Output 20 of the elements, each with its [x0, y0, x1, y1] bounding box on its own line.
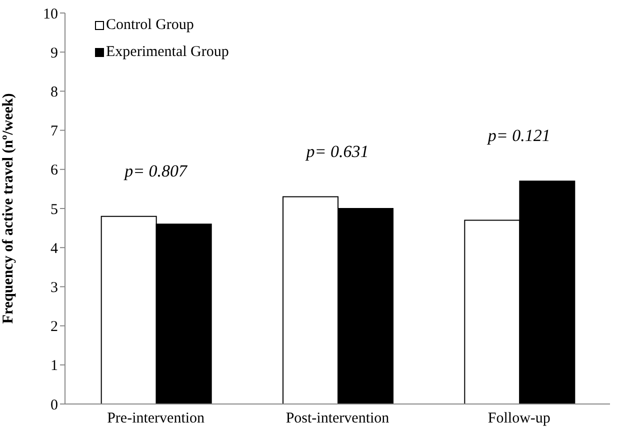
y-tick-label: 3 — [50, 280, 58, 296]
legend-label: Experimental Group — [106, 43, 229, 62]
annotation: p= 0.807 — [124, 161, 189, 180]
x-tick-label: Post-intervention — [286, 410, 390, 427]
y-tick-label: 6 — [50, 162, 58, 179]
y-tick-label: 8 — [50, 84, 58, 101]
y-tick-label: 9 — [50, 45, 58, 62]
y-tick-label: 10 — [43, 6, 58, 22]
y-tick-label: 5 — [50, 202, 58, 218]
y-tick-label: 2 — [50, 319, 58, 336]
legend-label: Control Group — [106, 16, 194, 35]
y-tick-label: 4 — [50, 240, 58, 257]
x-tick-label: Follow-up — [488, 410, 550, 427]
y-tick-label: 1 — [50, 358, 58, 374]
annotation: p= 0.631 — [305, 142, 369, 161]
x-tick-label: Pre-intervention — [107, 410, 206, 427]
y-axis-title: Frequency of active travel (nº/week) — [0, 93, 16, 324]
y-tick-label: 7 — [50, 124, 58, 140]
y-tick-label: 0 — [50, 397, 58, 414]
annotation: p= 0.121 — [486, 126, 550, 146]
